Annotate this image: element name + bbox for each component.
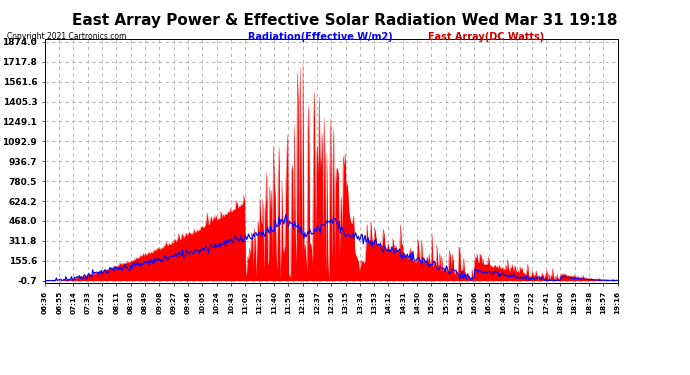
Text: Copyright 2021 Cartronics.com: Copyright 2021 Cartronics.com — [7, 32, 126, 41]
Text: East Array(DC Watts): East Array(DC Watts) — [428, 32, 544, 42]
Text: Radiation(Effective W/m2): Radiation(Effective W/m2) — [248, 32, 393, 42]
Text: East Array Power & Effective Solar Radiation Wed Mar 31 19:18: East Array Power & Effective Solar Radia… — [72, 13, 618, 28]
